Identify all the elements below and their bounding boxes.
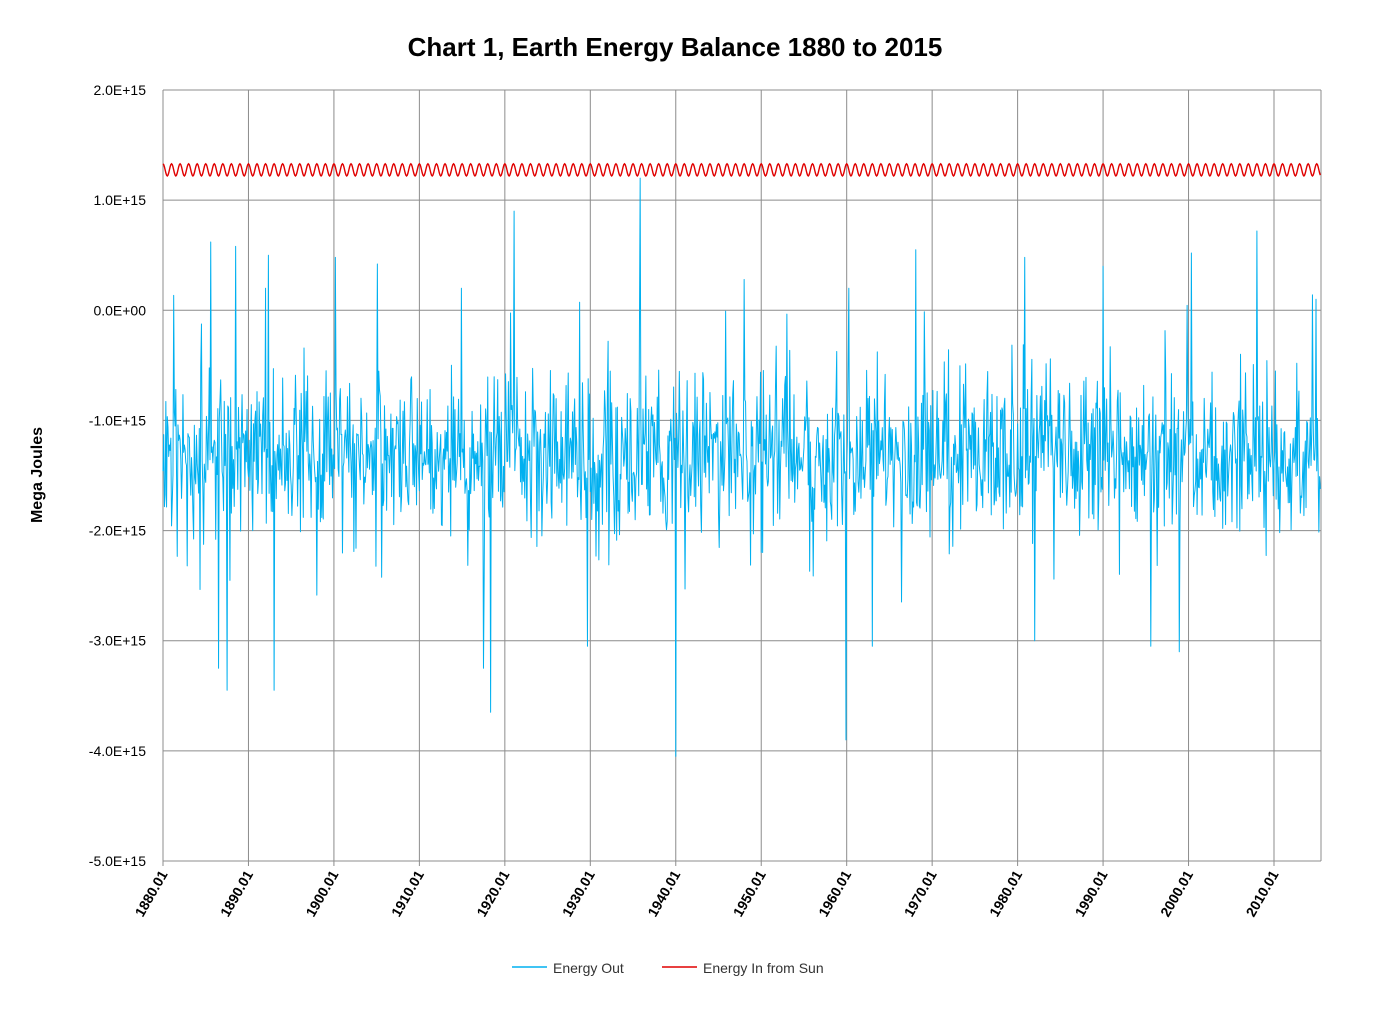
x-axis: 1880.01 1890.01 1900.01 1910.01 1920.01 1930.… xyxy=(131,861,1282,919)
plot-area xyxy=(162,162,1321,757)
x-tick-label-13: 2010.01 xyxy=(1242,867,1281,919)
x-tick-label-1: 1890.01 xyxy=(217,867,256,919)
x-tick-label-11: 1990.01 xyxy=(1072,867,1111,919)
x-tick-label-8: 1960.01 xyxy=(815,867,854,919)
legend-label-energy-in: Energy In from Sun xyxy=(703,960,824,976)
y-tick-label-2: 0.0E+00 xyxy=(93,302,146,318)
y-axis-title: Mega Joules xyxy=(29,427,46,523)
y-tick-label-0: 2.0E+15 xyxy=(93,82,146,98)
x-tick-label-0: 1880.01 xyxy=(131,867,170,919)
y-tick-label-5: -3.0E+15 xyxy=(89,633,146,649)
x-tick-label-7: 1950.01 xyxy=(730,867,769,919)
chart-title: Chart 1, Earth Energy Balance 1880 to 20… xyxy=(408,32,943,62)
legend-label-energy-out: Energy Out xyxy=(553,960,624,976)
y-tick-label-7: -5.0E+15 xyxy=(89,853,146,869)
y-tick-label-3: -1.0E+15 xyxy=(89,412,146,428)
legend: Energy Out Energy In from Sun xyxy=(512,960,824,976)
x-tick-label-6: 1940.01 xyxy=(644,867,683,919)
x-tick-label-2: 1900.01 xyxy=(302,867,341,919)
x-tick-label-5: 1930.01 xyxy=(559,867,598,919)
y-tick-label-1: 1.0E+15 xyxy=(93,192,146,208)
x-tick-label-12: 2000.01 xyxy=(1157,867,1196,919)
x-tick-label-4: 1920.01 xyxy=(473,867,512,919)
series-energy-in-from-sun-line xyxy=(162,162,1321,177)
y-axis: 2.0E+15 1.0E+15 0.0E+00 -1.0E+15 -2.0E+15 -3.… xyxy=(89,82,146,869)
y-tick-label-4: -2.0E+15 xyxy=(89,523,146,539)
x-tick-label-9: 1970.01 xyxy=(901,867,940,919)
x-tick-label-10: 1980.01 xyxy=(986,867,1025,919)
y-tick-label-6: -4.0E+15 xyxy=(89,743,146,759)
x-tick-label-3: 1910.01 xyxy=(388,867,427,919)
series-energy-out-line xyxy=(162,177,1321,757)
